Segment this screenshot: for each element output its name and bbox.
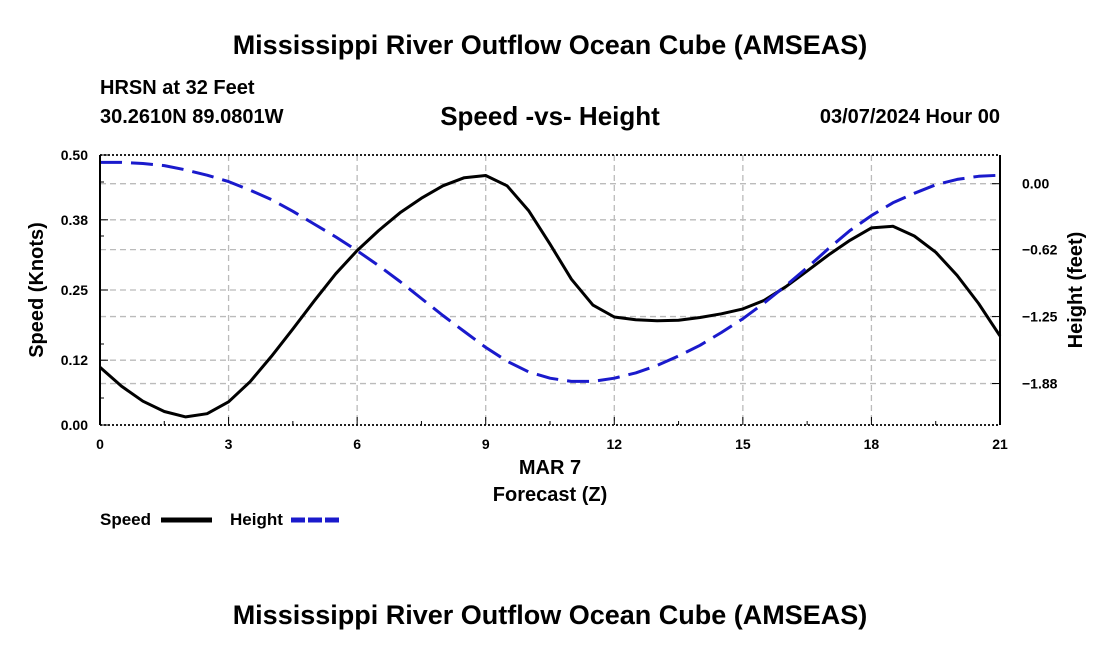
y-left-tick-label: 0.38 [61, 212, 88, 228]
legend-height-label: Height [230, 510, 283, 529]
coordinates-label: 30.2610N 89.0801W [100, 106, 284, 128]
x-tick-label: 12 [606, 436, 622, 452]
data-series [99, 160, 1002, 419]
chart-subtitle: Speed -vs- Height [440, 101, 660, 131]
y-axis-right-label: Height (feet) [1065, 232, 1087, 349]
height-series-line [100, 160, 1001, 383]
y-left-tick-label: 0.50 [61, 147, 88, 163]
axis-ticks: 0 3 6 9 12 15 18 21 0.00 0.12 0.25 0.38 0.50 0.00 −0.6… [61, 147, 1058, 452]
x-tick-label: 6 [353, 436, 361, 452]
x-tick-label: 3 [225, 436, 233, 452]
x-tick-label: 0 [96, 436, 104, 452]
x-tick-label: 21 [992, 436, 1008, 452]
y-left-tick-label: 0.00 [61, 417, 88, 433]
x-axis-label: Forecast (Z) [493, 484, 607, 506]
y-left-tick-label: 0.25 [61, 282, 88, 298]
speed-series-line [99, 174, 1002, 419]
x-tick-label: 18 [864, 436, 880, 452]
y-right-tick-label: −1.25 [1022, 309, 1058, 325]
y-right-tick-label: −0.62 [1022, 242, 1058, 258]
x-axis-date-label: MAR 7 [519, 457, 581, 479]
footer-title: Mississippi River Outflow Ocean Cube (AM… [232, 600, 868, 630]
legend-speed-label: Speed [100, 510, 151, 529]
chart-title: Mississippi River Outflow Ocean Cube (AM… [232, 30, 868, 60]
x-tick-label: 9 [482, 436, 490, 452]
y-right-tick-label: 0.00 [1022, 176, 1049, 192]
y-right-tick-label: −1.88 [1022, 376, 1058, 392]
legend: Speed Height [100, 510, 342, 529]
y-left-tick-label: 0.12 [61, 352, 88, 368]
y-axis-left-label: Speed (Knots) [26, 222, 48, 358]
forecast-datetime: 03/07/2024 Hour 00 [819, 106, 1000, 128]
grid-lines [100, 155, 1000, 425]
station-label: HRSN at 32 Feet [100, 77, 255, 99]
x-tick-label: 15 [735, 436, 751, 452]
